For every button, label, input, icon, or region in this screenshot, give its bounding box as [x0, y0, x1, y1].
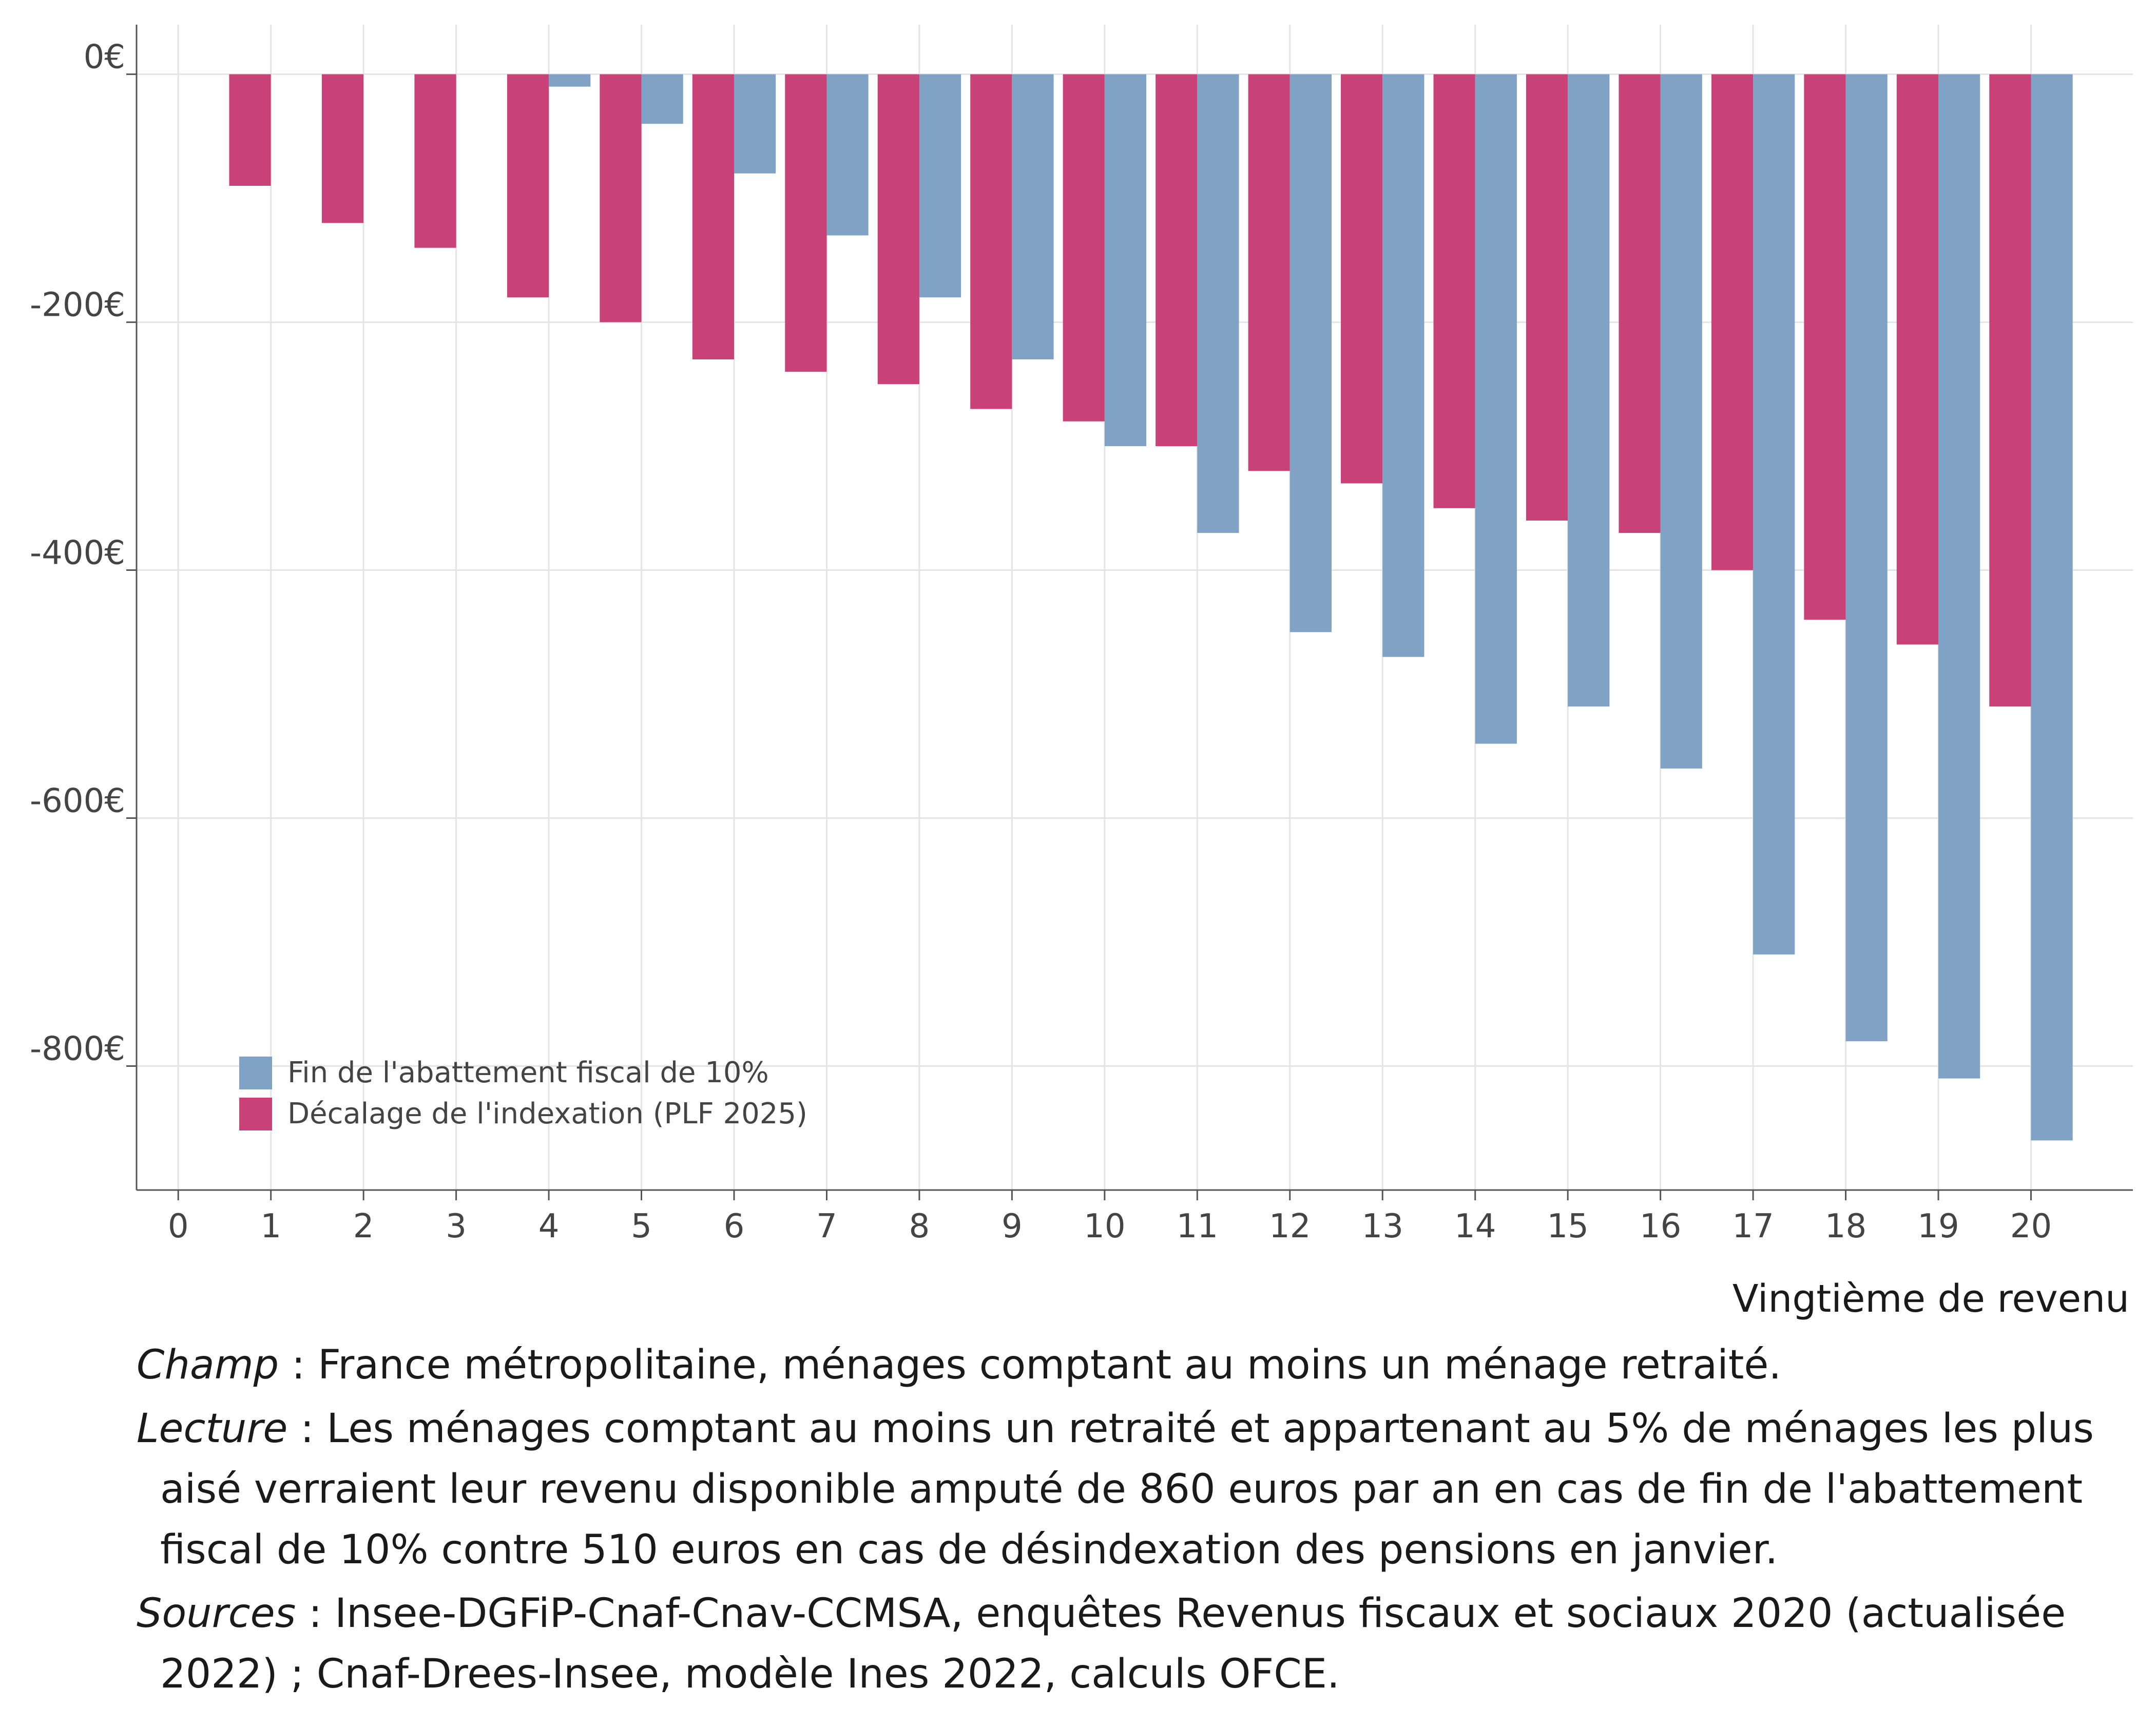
- note-text: : Les ménages comptant au moins un retra…: [160, 1406, 2094, 1573]
- bar-abattement: [826, 74, 869, 236]
- bar-indexation: [1711, 74, 1754, 570]
- note-champ: Champ : France métropolitaine, ménages c…: [137, 1335, 2123, 1395]
- bar-abattement: [1753, 74, 1795, 955]
- bar-indexation: [1989, 74, 2031, 707]
- y-tick-label: -400€: [30, 534, 125, 572]
- note-lecture: Lecture : Les ménages comptant au moins …: [137, 1398, 2123, 1580]
- x-tick-label: 14: [1454, 1208, 1496, 1245]
- legend-label: Fin de l'abattement fiscal de 10%: [287, 1056, 769, 1089]
- chart: 0 1 2 3 4 5 6 7 8 9 10 11 12 13 14 15 16 17 18 19 200€-200€-…: [30, 25, 2133, 1321]
- x-tick-label: 9: [1002, 1208, 1023, 1245]
- bar-indexation: [1248, 74, 1290, 471]
- bar-abattement: [2031, 74, 2073, 1141]
- bars: [229, 74, 2073, 1141]
- bar-indexation: [1619, 74, 1661, 533]
- x-tick-label: 2: [353, 1208, 374, 1245]
- note-text: : Insee-DGFiP-Cnaf-Cnav-CCMSA, enquêtes …: [160, 1590, 2066, 1697]
- tick-labels: 0 1 2 3 4 5 6 7 8 9 10 11 12 13 14 15 16 17 18 19 200€-200€-…: [30, 39, 2052, 1245]
- x-axis-title: Vingtième de revenu: [1732, 1277, 2129, 1321]
- x-tick-label: 18: [1825, 1208, 1866, 1245]
- x-tick-label: 16: [1640, 1208, 1681, 1245]
- note-text: : France métropolitaine, ménages comptan…: [279, 1342, 1782, 1388]
- bar-indexation: [692, 74, 734, 360]
- x-tick-label: 19: [1917, 1208, 1959, 1245]
- legend-label: Décalage de l'indexation (PLF 2025): [287, 1097, 807, 1130]
- bar-abattement: [734, 74, 776, 174]
- x-tick-label: 11: [1177, 1208, 1218, 1245]
- x-tick-label: 6: [724, 1208, 745, 1245]
- bar-indexation: [785, 74, 827, 372]
- bar-abattement: [549, 74, 591, 87]
- bar-indexation: [507, 74, 549, 298]
- y-tick-label: 0€: [84, 39, 125, 76]
- x-tick-label: 7: [816, 1208, 837, 1245]
- bar-abattement: [1568, 74, 1610, 707]
- bar-indexation: [600, 74, 642, 322]
- bar-indexation: [1063, 74, 1105, 421]
- legend-swatch: [239, 1098, 272, 1130]
- bar-indexation: [1526, 74, 1568, 521]
- chart-notes: Champ : France métropolitaine, ménages c…: [137, 1335, 2123, 1708]
- bar-abattement: [1938, 74, 1980, 1079]
- note-sources: Sources : Insee-DGFiP-Cnaf-Cnav-CCMSA, e…: [137, 1583, 2123, 1704]
- bar-indexation: [877, 74, 919, 385]
- bar-indexation: [1433, 74, 1475, 508]
- note-key: Lecture: [137, 1406, 288, 1452]
- bar-indexation: [229, 74, 271, 186]
- legend-swatch: [239, 1057, 272, 1089]
- bar-indexation: [1156, 74, 1198, 447]
- bar-indexation: [321, 74, 364, 223]
- x-tick-label: 10: [1084, 1208, 1125, 1245]
- x-tick-label: 8: [909, 1208, 930, 1245]
- bar-abattement: [641, 74, 683, 124]
- bar-indexation: [1341, 74, 1383, 484]
- y-tick-label: -600€: [30, 782, 125, 820]
- bar-indexation: [1896, 74, 1939, 645]
- bar-abattement: [919, 74, 961, 298]
- y-tick-label: -800€: [30, 1030, 125, 1068]
- x-tick-label: 1: [260, 1208, 281, 1245]
- bar-indexation: [414, 74, 456, 248]
- bar-abattement: [1197, 74, 1239, 533]
- legend: Fin de l'abattement fiscal de 10% Décalag…: [239, 1056, 807, 1130]
- x-tick-label: 17: [1732, 1208, 1774, 1245]
- bar-abattement: [1012, 74, 1054, 360]
- x-tick-label: 4: [538, 1208, 560, 1245]
- x-tick-label: 13: [1362, 1208, 1403, 1245]
- note-key: Sources: [137, 1590, 296, 1637]
- bar-indexation: [1804, 74, 1846, 620]
- y-tick-label: -200€: [30, 286, 125, 324]
- bar-abattement: [1845, 74, 1888, 1042]
- bar-abattement: [1104, 74, 1147, 447]
- x-tick-label: 0: [168, 1208, 189, 1245]
- bar-abattement: [1382, 74, 1424, 657]
- x-tick-label: 15: [1547, 1208, 1588, 1245]
- x-tick-label: 5: [631, 1208, 652, 1245]
- x-tick-label: 20: [2010, 1208, 2052, 1245]
- x-tick-label: 12: [1269, 1208, 1311, 1245]
- bar-abattement: [1660, 74, 1702, 769]
- axes: [126, 25, 2133, 1200]
- x-tick-label: 3: [446, 1208, 467, 1245]
- bar-abattement: [1289, 74, 1332, 632]
- bar-abattement: [1475, 74, 1517, 744]
- note-key: Champ: [137, 1342, 279, 1388]
- bar-indexation: [970, 74, 1012, 409]
